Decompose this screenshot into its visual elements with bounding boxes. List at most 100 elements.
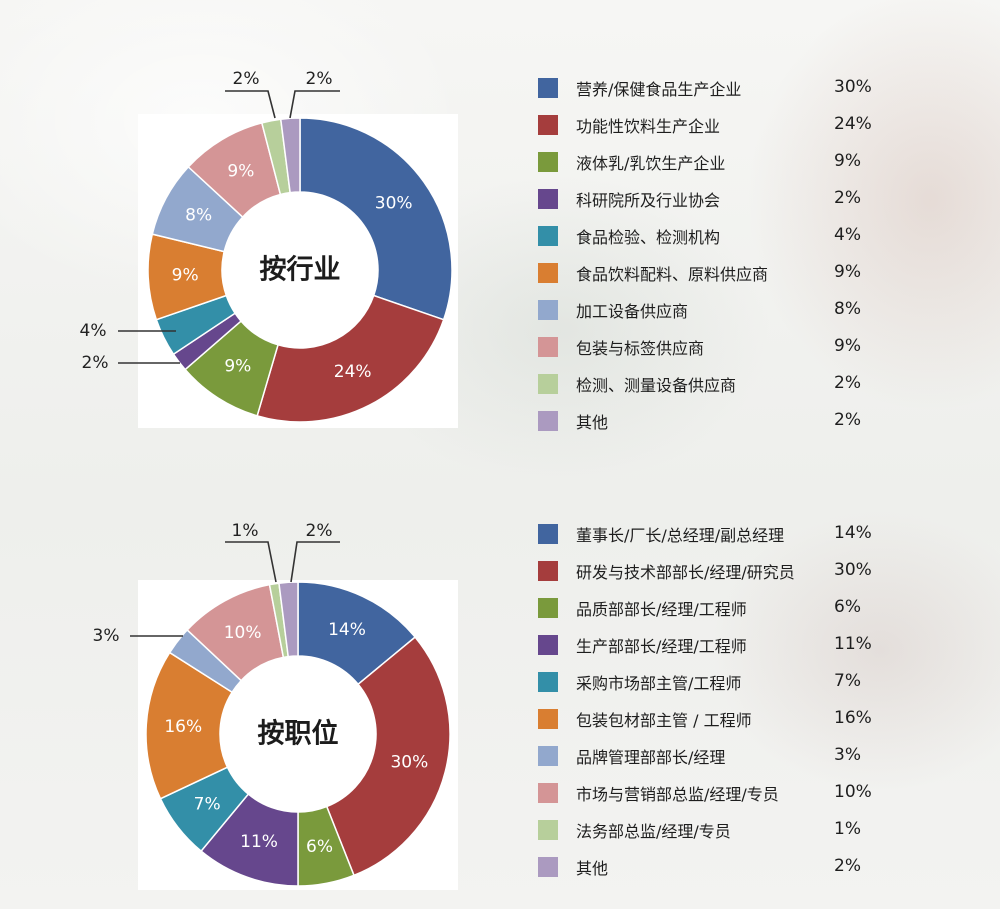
legend-label: 液体乳/乳饮生产企业 xyxy=(576,154,726,173)
legend-swatch xyxy=(538,152,558,172)
legend-swatch xyxy=(538,115,558,135)
legend-label: 检测、测量设备供应商 xyxy=(576,376,737,395)
legend-value-0-5: 9% xyxy=(834,262,861,282)
legend-swatch xyxy=(538,598,558,618)
slice-label-1-6: 3% xyxy=(93,626,120,646)
legend-swatch xyxy=(538,411,558,431)
donut-slice-1-9 xyxy=(278,581,299,658)
legend-swatch xyxy=(538,337,558,357)
legend-swatch xyxy=(538,635,558,655)
legend-value-1-7: 10% xyxy=(834,782,872,802)
slice-label-1-3: 11% xyxy=(240,832,278,852)
legend-value-1-4: 7% xyxy=(834,671,861,691)
slice-label-1-1: 30% xyxy=(390,753,428,773)
legend-item-1-5: 包装包材部主管 / 工程师 xyxy=(538,707,752,731)
leader-line-1-9 xyxy=(290,541,340,583)
legend-item-0-1: 功能性饮料生产企业 xyxy=(538,113,720,137)
donut-center-title-1: 按职位 xyxy=(258,718,339,750)
legend-swatch xyxy=(538,226,558,246)
legend-swatch xyxy=(538,78,558,98)
slice-label-1-5: 16% xyxy=(164,717,202,737)
legend-swatch xyxy=(538,857,558,877)
donut-slice-0-0 xyxy=(299,117,453,321)
legend-swatch xyxy=(538,561,558,581)
slice-label-0-4: 4% xyxy=(80,321,107,341)
legend-item-1-4: 采购市场部主管/工程师 xyxy=(538,670,741,694)
donut-slice-0-9 xyxy=(279,117,301,194)
legend-value-1-9: 2% xyxy=(834,856,861,876)
slice-label-0-9: 2% xyxy=(306,69,333,89)
legend-item-0-3: 科研院所及行业协会 xyxy=(538,187,720,211)
donut-slice-1-1 xyxy=(325,636,451,877)
legend-label: 生产部部长/经理/工程师 xyxy=(576,637,747,656)
legend-swatch xyxy=(538,300,558,320)
legend-value-1-0: 14% xyxy=(834,523,872,543)
legend-value-0-9: 2% xyxy=(834,410,861,430)
legend-label: 董事长/厂长/总经理/副总经理 xyxy=(576,526,785,545)
legend-item-0-5: 食品饮料配料、原料供应商 xyxy=(538,261,768,285)
slice-label-0-1: 24% xyxy=(334,362,372,382)
slice-label-0-7: 9% xyxy=(227,161,254,181)
legend-swatch xyxy=(538,263,558,283)
legend-item-0-7: 包装与标签供应商 xyxy=(538,335,704,359)
slice-label-1-8: 1% xyxy=(232,521,259,541)
legend-value-1-2: 6% xyxy=(834,597,861,617)
legend-value-0-6: 8% xyxy=(834,299,861,319)
legend-label: 包装包材部主管 / 工程师 xyxy=(576,711,752,730)
legend-item-0-9: 其他 xyxy=(538,409,608,433)
legend-item-0-0: 营养/保健食品生产企业 xyxy=(538,76,741,100)
leader-line-1-8 xyxy=(225,541,277,583)
legend-swatch xyxy=(538,783,558,803)
legend-value-1-5: 16% xyxy=(834,708,872,728)
legend-label: 品质部部长/经理/工程师 xyxy=(576,600,747,619)
legend-label: 市场与营销部总监/经理/专员 xyxy=(576,785,779,804)
slice-label-0-0: 30% xyxy=(375,193,413,213)
legend-swatch xyxy=(538,524,558,544)
legend-label: 营养/保健食品生产企业 xyxy=(576,80,742,99)
legend-value-0-0: 30% xyxy=(834,77,872,97)
legend-label: 食品饮料配料、原料供应商 xyxy=(576,265,769,284)
legend-item-0-6: 加工设备供应商 xyxy=(538,298,688,322)
legend-value-1-8: 1% xyxy=(834,819,861,839)
donut-slice-0-1 xyxy=(256,294,445,423)
legend-item-1-1: 研发与技术部部长/经理/研究员 xyxy=(538,559,795,583)
leader-line-0-8 xyxy=(225,90,276,119)
slice-label-0-6: 8% xyxy=(185,206,212,226)
legend-item-1-3: 生产部部长/经理/工程师 xyxy=(538,633,747,657)
legend-swatch xyxy=(538,709,558,729)
slice-label-1-2: 6% xyxy=(306,837,333,857)
legend-item-1-6: 品牌管理部部长/经理 xyxy=(538,744,725,768)
legend-value-0-7: 9% xyxy=(834,336,861,356)
legend-value-1-3: 11% xyxy=(834,634,872,654)
donut-center-title-0: 按行业 xyxy=(260,254,341,286)
legend-label: 加工设备供应商 xyxy=(576,302,689,321)
legend-label: 法务部总监/经理/专员 xyxy=(576,822,731,841)
legend-swatch xyxy=(538,672,558,692)
slice-label-0-5: 9% xyxy=(172,265,199,285)
legend-value-0-2: 9% xyxy=(834,151,861,171)
legend-swatch xyxy=(538,820,558,840)
legend-label: 其他 xyxy=(576,859,609,878)
legend-value-1-6: 3% xyxy=(834,745,861,765)
legend-item-1-9: 其他 xyxy=(538,855,608,879)
legend-item-1-8: 法务部总监/经理/专员 xyxy=(538,818,731,842)
slice-label-0-8: 2% xyxy=(233,69,260,89)
legend-label: 科研院所及行业协会 xyxy=(576,191,721,210)
leader-line-0-9 xyxy=(289,90,340,119)
legend-label: 食品检验、检测机构 xyxy=(576,228,721,247)
legend-item-1-2: 品质部部长/经理/工程师 xyxy=(538,596,747,620)
legend-value-0-1: 24% xyxy=(834,114,872,134)
slice-label-1-0: 14% xyxy=(328,620,366,640)
legend-label: 采购市场部主管/工程师 xyxy=(576,674,742,693)
legend-item-0-4: 食品检验、检测机构 xyxy=(538,224,720,248)
legend-label: 其他 xyxy=(576,413,609,432)
slice-label-0-2: 9% xyxy=(224,357,251,377)
legend-swatch xyxy=(538,374,558,394)
slice-label-1-9: 2% xyxy=(306,521,333,541)
legend-swatch xyxy=(538,189,558,209)
legend-item-1-7: 市场与营销部总监/经理/专员 xyxy=(538,781,779,805)
legend-value-1-1: 30% xyxy=(834,560,872,580)
legend-label: 品牌管理部部长/经理 xyxy=(576,748,726,767)
